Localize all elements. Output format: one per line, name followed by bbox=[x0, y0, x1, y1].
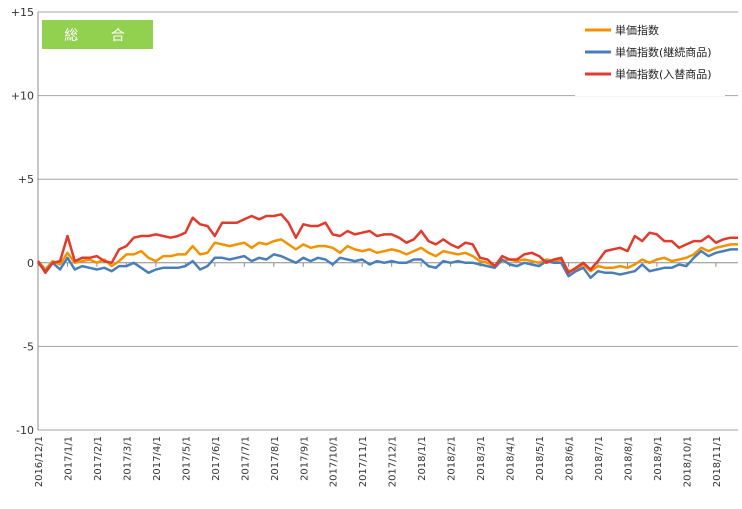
x-tick-label: 2017/4/1 bbox=[152, 436, 163, 481]
x-tick-label: 2018/10/1 bbox=[682, 436, 693, 487]
x-tick-label: 2017/6/1 bbox=[211, 436, 222, 481]
x-tick-label: 2017/3/1 bbox=[122, 436, 133, 481]
x-tick-label: 2018/4/1 bbox=[506, 436, 517, 481]
y-tick-label: 0 bbox=[27, 257, 34, 270]
legend-background bbox=[575, 14, 725, 96]
legend-label-2: 単価指数(入替商品) bbox=[615, 67, 712, 81]
x-tick-label: 2018/2/1 bbox=[447, 436, 458, 481]
series-line-0 bbox=[37, 238, 738, 273]
x-tick-label: 2018/7/1 bbox=[594, 436, 605, 481]
x-tick-label: 2017/8/1 bbox=[270, 436, 281, 481]
series-line-2 bbox=[36, 213, 738, 275]
legend-label-0: 単価指数 bbox=[615, 23, 659, 37]
x-tick-label: 2017/10/1 bbox=[329, 436, 340, 487]
legend-label-1: 単価指数(継続商品) bbox=[615, 45, 712, 59]
y-tick-label: +5 bbox=[18, 173, 34, 186]
x-tick-label: 2017/9/1 bbox=[299, 436, 310, 481]
x-tick-label: 2018/11/1 bbox=[712, 436, 723, 487]
x-tick-label: 2017/5/1 bbox=[181, 436, 192, 481]
y-axis-ticks: +15 +10 +5 0 -5 -10 bbox=[11, 6, 34, 437]
y-tick-label: -10 bbox=[16, 424, 34, 437]
chart-badge: 総 合 bbox=[42, 20, 153, 49]
x-tick-label: 2018/1/1 bbox=[417, 436, 428, 481]
x-tick-label: 2018/5/1 bbox=[535, 436, 546, 481]
y-tick-label: +15 bbox=[11, 6, 34, 19]
series-line-1 bbox=[37, 248, 738, 280]
x-axis-ticks: 2016/12/1 2017/1/1 2017/2/1 2017/3/1 2017/4/… bbox=[34, 262, 723, 487]
y-tick-label: +10 bbox=[11, 90, 34, 103]
x-tick-label: 2017/11/1 bbox=[358, 436, 369, 487]
x-tick-label: 2017/1/1 bbox=[63, 436, 74, 481]
x-tick-label: 2018/8/1 bbox=[623, 436, 634, 481]
x-tick-label: 2018/6/1 bbox=[565, 436, 576, 481]
x-tick-label: 2017/7/1 bbox=[240, 436, 251, 481]
x-tick-label: 2017/2/1 bbox=[93, 436, 104, 481]
y-tick-label: -5 bbox=[23, 340, 34, 353]
x-tick-label: 2017/12/1 bbox=[388, 436, 399, 487]
x-tick-label: 2018/3/1 bbox=[476, 436, 487, 481]
x-tick-label: 2016/12/1 bbox=[34, 436, 45, 487]
x-tick-label: 2018/9/1 bbox=[653, 436, 664, 481]
series-lines bbox=[36, 213, 738, 280]
